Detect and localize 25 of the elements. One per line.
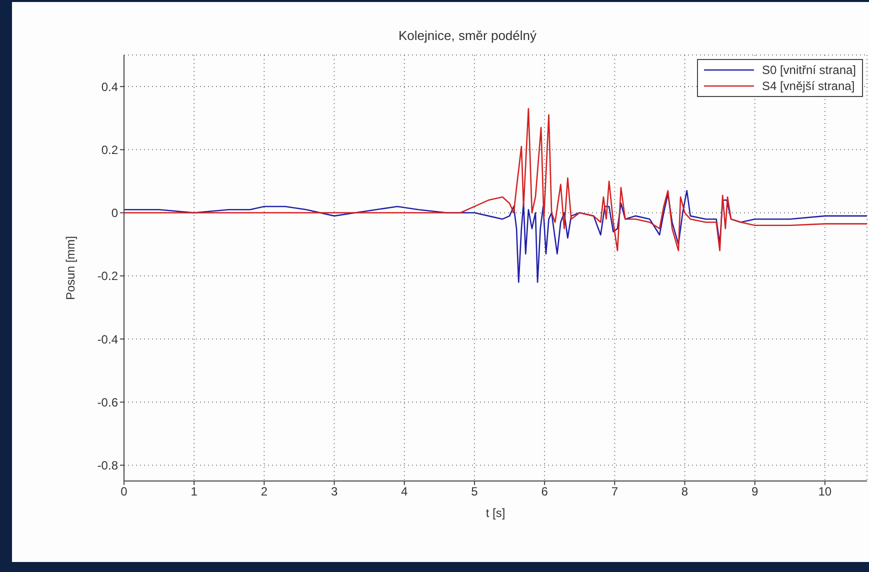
chart-title: Kolejnice, směr podélný (397, 28, 538, 43)
y-tick-label: 0 (111, 206, 118, 220)
y-tick-label: 0.2 (101, 142, 118, 157)
x-tick-label: 5 (471, 484, 478, 499)
line-series (124, 108, 867, 252)
y-tick-label: -0.2 (97, 269, 118, 284)
y-tick-label: 0.4 (101, 80, 118, 94)
x-tick-label: 3 (330, 484, 338, 499)
line-series (124, 190, 867, 283)
x-tick-label: 0 (120, 484, 128, 499)
x-tick-label: 7 (611, 484, 618, 499)
x-tick-label: 9 (752, 484, 759, 499)
x-tick-label: 6 (541, 484, 548, 499)
legend-label: S0 [vnitřní strana] (762, 62, 856, 78)
y-tick-label: -0.4 (97, 332, 118, 346)
y-axis-title: Posun [mm] (63, 236, 78, 300)
x-axis-title: t [s] (486, 506, 506, 520)
legend-label: S4 [vnější strana] (762, 78, 855, 94)
x-tick-label: 8 (681, 484, 688, 499)
x-tick-label: 2 (260, 484, 268, 499)
y-tick-label: -0.6 (97, 395, 118, 410)
y-tick-label: -0.8 (97, 458, 118, 472)
x-tick-label: 4 (401, 484, 408, 499)
x-tick-label: 10 (818, 484, 832, 499)
x-tick-label: 1 (190, 484, 198, 499)
